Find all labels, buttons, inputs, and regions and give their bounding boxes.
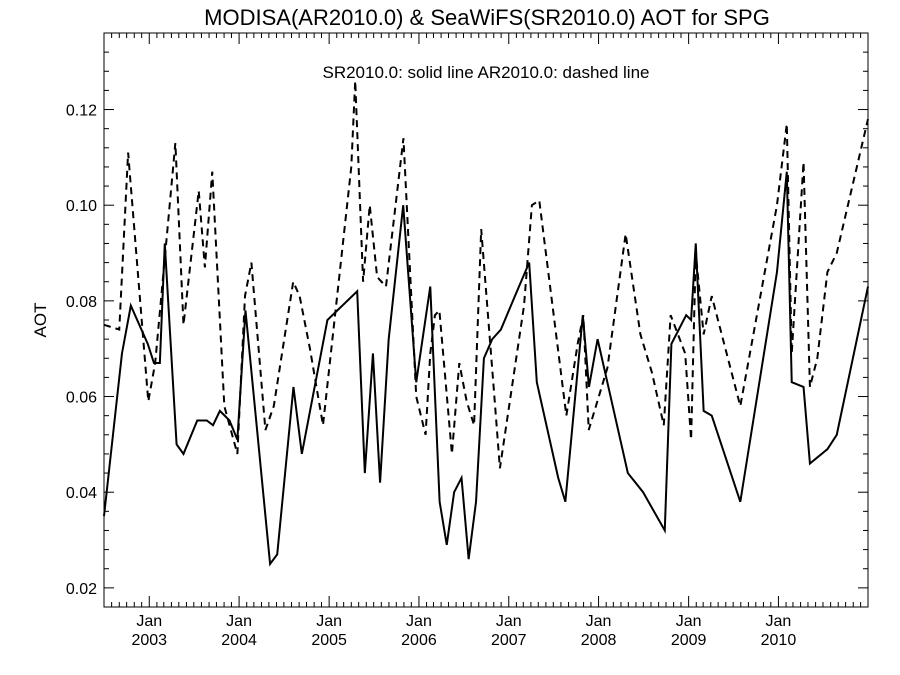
x-tick-year-label: 2006 bbox=[401, 632, 437, 649]
x-tick-month-label: Jan bbox=[496, 613, 522, 630]
series-group bbox=[103, 80, 869, 567]
x-tick-year-label: 2005 bbox=[311, 632, 347, 649]
plot-frame bbox=[103, 32, 869, 608]
chart-title: MODISA(AR2010.0) & SeaWiFS(SR2010.0) AOT… bbox=[204, 5, 770, 30]
x-tick-year-label: 2007 bbox=[491, 632, 527, 649]
x-tick-month-label: Jan bbox=[316, 613, 342, 630]
y-axis-label: AOT bbox=[31, 303, 50, 338]
x-tick-month-label: Jan bbox=[136, 613, 162, 630]
sr2010-solid-series-line bbox=[103, 171, 869, 567]
x-tick-year-label: 2009 bbox=[671, 632, 707, 649]
x-tick-month-label: Jan bbox=[676, 613, 702, 630]
x-tick-year-label: 2004 bbox=[221, 632, 257, 649]
y-tick-label: 0.12 bbox=[66, 103, 97, 120]
x-tick-month-label: Jan bbox=[586, 613, 612, 630]
y-tick-label: 0.10 bbox=[66, 198, 97, 215]
line-style-annotation: SR2010.0: solid line AR2010.0: dashed li… bbox=[322, 63, 649, 82]
ar2010-dashed-series-line bbox=[103, 80, 869, 469]
x-tick-year-label: 2010 bbox=[761, 632, 797, 649]
x-tick-year-label: 2003 bbox=[131, 632, 167, 649]
x-tick-year-label: 2008 bbox=[581, 632, 617, 649]
x-tick-month-label: Jan bbox=[766, 613, 792, 630]
y-tick-label: 0.08 bbox=[66, 294, 97, 311]
axes: 0.02 0.04 0.06 0.08 0.10 0.12 Jan 2003 Jan 2004 Ja… bbox=[66, 32, 869, 649]
y-tick-label: 0.04 bbox=[66, 485, 97, 502]
y-tick-label: 0.06 bbox=[66, 390, 97, 407]
x-tick-month-label: Jan bbox=[226, 613, 252, 630]
x-tick-month-label: Jan bbox=[406, 613, 432, 630]
y-tick-label: 0.02 bbox=[66, 581, 97, 598]
